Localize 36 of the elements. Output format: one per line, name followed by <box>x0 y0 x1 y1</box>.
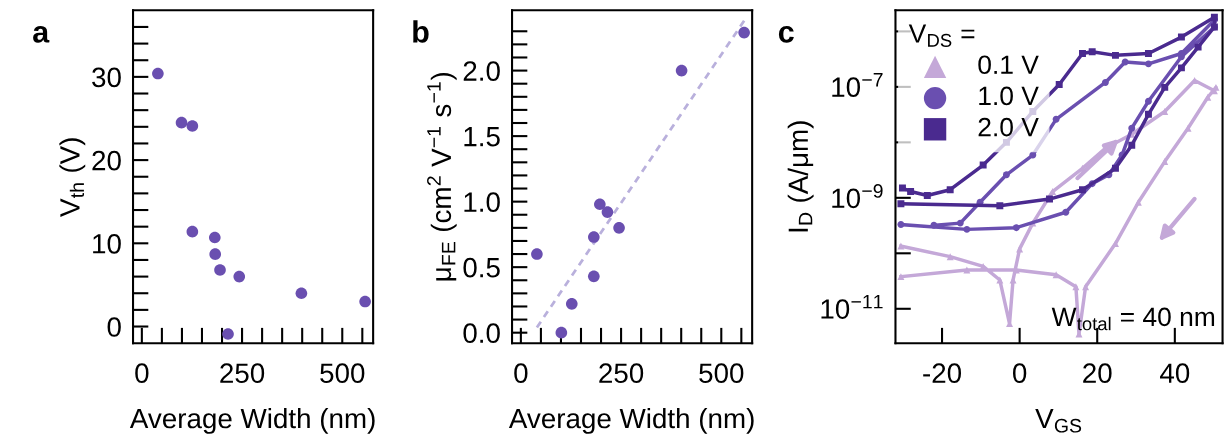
y-tick-label: 30 <box>92 67 121 88</box>
text: μ$_{FE}$ (cm$^{2}$ V$^{−1}$ s$^{−1}$) <box>427 72 457 281</box>
x-axis-title: Average Width (nm) <box>129 407 375 434</box>
y-tick-label: 20 <box>92 150 121 171</box>
legend-label: 1.0 V <box>979 86 1039 106</box>
y-axis-title: I$_{D}$ (A/μm) <box>787 121 814 232</box>
x-tick-label: -20 <box>923 363 962 384</box>
x-axis-title: V$_{GS}$ <box>1035 408 1082 433</box>
legend-title: V$_{DS}$ = <box>908 24 975 47</box>
x-tick-label: 0 <box>135 363 149 384</box>
y-tick-label: 2.0 <box>463 61 500 81</box>
x-tick-label: 500 <box>699 363 744 384</box>
x-tick-label: 0 <box>1012 363 1027 384</box>
x-tick-label: 40 <box>1160 363 1190 384</box>
y-tick-label: 0.0 <box>463 323 500 344</box>
x-tick-label: 250 <box>220 363 265 384</box>
x-tick-label: 250 <box>599 363 644 384</box>
x-tick-label: 20 <box>1083 363 1112 384</box>
text: c <box>778 25 794 43</box>
y-axis-title: V$_{th}$ (V) <box>59 138 86 217</box>
text: b <box>413 20 429 43</box>
legend-label: 0.1 V <box>978 55 1039 75</box>
y-tick-label: 10$^{−7}$ <box>832 73 883 97</box>
legend-label: 2.0 V <box>978 117 1039 137</box>
x-tick-label: 500 <box>320 363 365 384</box>
y-tick-label: 10 <box>93 233 121 254</box>
x-axis-title: Average Width (nm) <box>508 407 754 434</box>
y-tick-label: 0 <box>107 317 121 337</box>
y-tick-label: 1.5 <box>464 127 500 147</box>
x-tick-label: 0 <box>514 363 528 384</box>
annotation: W$_{total}$ = 40 nm <box>1051 307 1215 331</box>
y-tick-label: 10$^{−11}$ <box>821 294 883 319</box>
text: a <box>33 25 50 43</box>
y-tick-label: 0.5 <box>463 257 500 278</box>
y-tick-label: 10$^{−9}$ <box>832 184 883 209</box>
y-tick-label: 1.0 <box>464 192 500 212</box>
